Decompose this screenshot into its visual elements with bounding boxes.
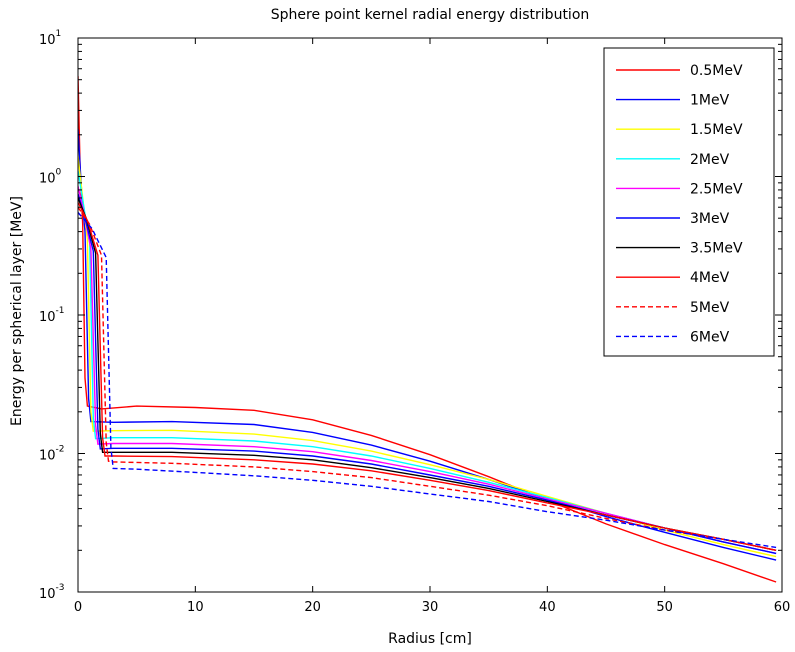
series-line-9 <box>78 206 777 551</box>
x-tick-label: 10 <box>187 600 204 615</box>
y-tick-label: 100 <box>39 168 62 187</box>
legend-label: 3MeV <box>690 211 730 227</box>
legend-box <box>603 47 775 357</box>
y-tick-label: 10-2 <box>39 445 65 464</box>
y-tick-label: 101 <box>39 29 61 48</box>
legend-label: 2MeV <box>690 152 730 168</box>
x-tick-label: 40 <box>539 600 556 615</box>
y-tick-label: 10-1 <box>39 306 65 325</box>
x-tick-label: 30 <box>422 600 439 615</box>
legend-label: 1.5MeV <box>690 122 743 138</box>
legend-label: 5MeV <box>690 300 730 316</box>
series-line-5 <box>78 186 777 555</box>
y-axis-label: Energy per spherical layer [MeV] <box>9 196 25 426</box>
legend: 0.5MeV 1MeV 1.5MeV 2MeV 2.5MeV 3MeV 3.5MeV 4MeV… <box>603 47 775 357</box>
x-axis-label: Radius [cm] <box>388 631 472 647</box>
series-line-2 <box>78 129 777 561</box>
chart-title: Sphere point kernel radial energy distri… <box>271 7 590 23</box>
series-line-1 <box>78 76 777 583</box>
legend-label: 2.5MeV <box>690 181 743 197</box>
plot-area: 0 10 20 30 40 50 60 10-3 10-2 10-1 100 101 0.5MeV 1Me… <box>39 29 790 615</box>
legend-label: 1MeV <box>690 93 730 109</box>
series-line-10 <box>78 212 777 549</box>
series-line-8 <box>78 202 777 551</box>
legend-label: 4MeV <box>690 270 730 286</box>
y-tick-label: 10-3 <box>39 583 65 602</box>
x-tick-label: 50 <box>656 600 673 615</box>
x-tick-label: 0 <box>74 600 82 615</box>
x-tick-label: 60 <box>774 600 791 615</box>
legend-label: 3.5MeV <box>690 241 743 257</box>
legend-label: 6MeV <box>690 329 730 345</box>
legend-label: 0.5MeV <box>690 63 743 79</box>
x-tick-label: 20 <box>304 600 321 615</box>
